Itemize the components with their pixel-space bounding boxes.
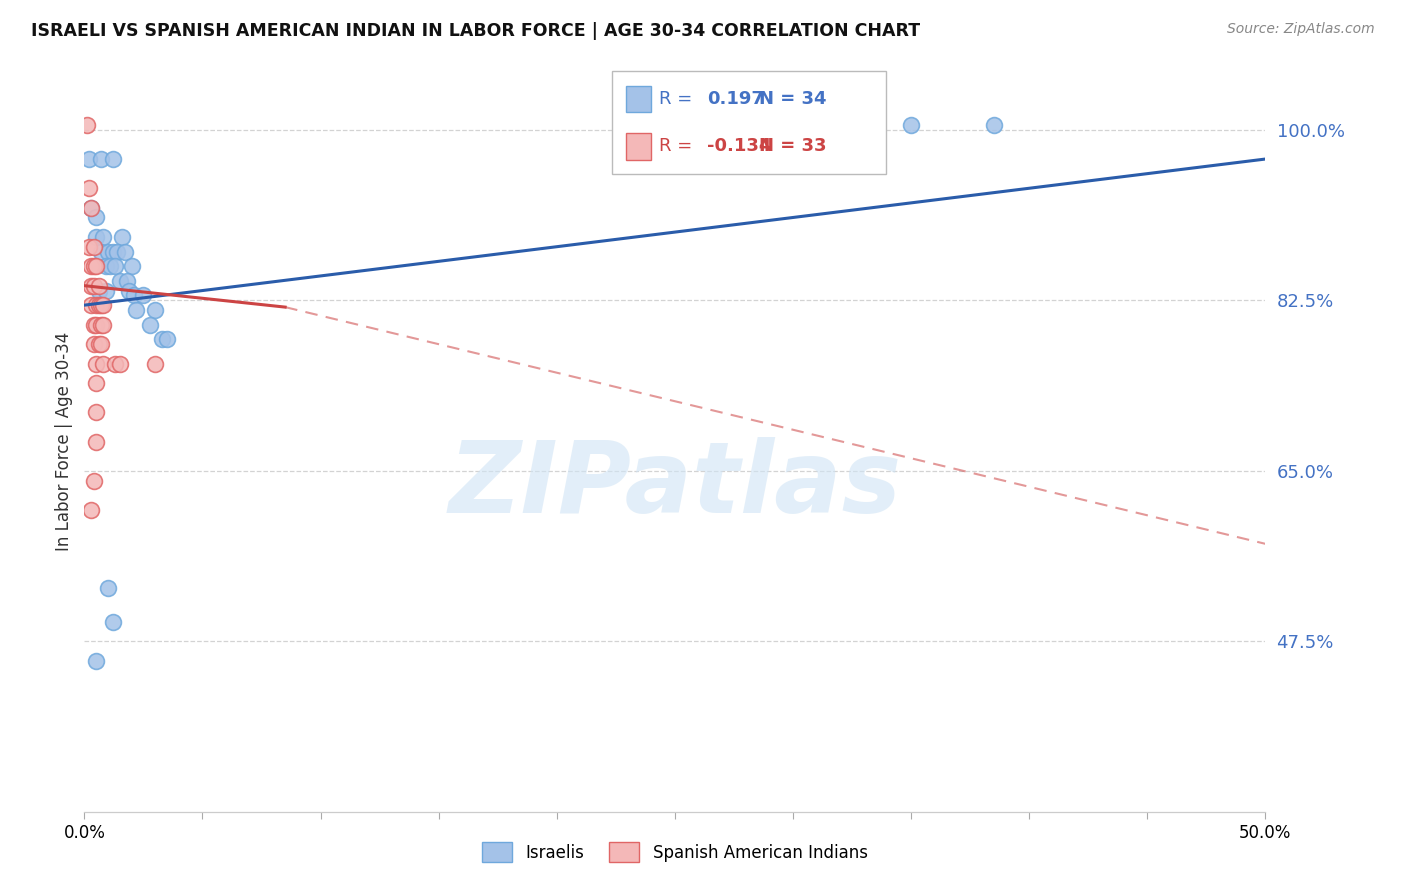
Point <box>84 230 107 244</box>
Point <box>91 357 114 371</box>
Text: ISRAELI VS SPANISH AMERICAN INDIAN IN LABOR FORCE | AGE 30-34 CORRELATION CHART: ISRAELI VS SPANISH AMERICAN INDIAN IN LA… <box>31 22 920 40</box>
Text: R =: R = <box>659 90 699 108</box>
Point <box>91 298 114 312</box>
Point <box>84 405 107 419</box>
Point <box>90 337 112 351</box>
Point <box>84 357 107 371</box>
Point <box>77 240 100 254</box>
Point <box>83 474 105 488</box>
Point <box>80 201 103 215</box>
Text: N = 34: N = 34 <box>759 90 827 108</box>
Point <box>107 244 129 259</box>
Point <box>104 357 127 371</box>
Point <box>98 259 121 273</box>
Point <box>77 181 100 195</box>
Point <box>91 318 114 332</box>
Point <box>84 298 107 312</box>
Point <box>80 201 103 215</box>
Point <box>108 357 131 371</box>
Point <box>121 259 143 273</box>
Point <box>118 284 141 298</box>
Point <box>76 118 98 132</box>
Point <box>143 303 166 318</box>
Text: R =: R = <box>659 137 699 155</box>
Point <box>83 318 105 332</box>
Point <box>87 337 110 351</box>
Point <box>80 259 103 273</box>
Point <box>94 284 117 298</box>
Point <box>90 152 112 166</box>
Point <box>97 581 120 595</box>
Point <box>101 244 124 259</box>
Point <box>77 152 100 166</box>
Text: -0.134: -0.134 <box>707 137 772 155</box>
Point <box>90 244 112 259</box>
Point <box>80 502 103 516</box>
Point <box>101 152 124 166</box>
Y-axis label: In Labor Force | Age 30-34: In Labor Force | Age 30-34 <box>55 332 73 551</box>
Point <box>90 318 112 332</box>
Point <box>83 259 105 273</box>
Text: ZIPatlas: ZIPatlas <box>449 437 901 534</box>
Point <box>84 211 107 225</box>
Point <box>80 278 103 293</box>
Point <box>156 332 179 346</box>
Point <box>132 288 155 302</box>
Point <box>84 654 107 668</box>
Point <box>900 118 922 132</box>
Point <box>84 376 107 390</box>
Point <box>83 240 105 254</box>
Point <box>91 230 114 244</box>
Point <box>83 278 105 293</box>
Point <box>90 298 112 312</box>
Point <box>114 244 136 259</box>
Point <box>111 230 134 244</box>
Point <box>87 284 110 298</box>
Point <box>143 357 166 371</box>
Point <box>139 318 162 332</box>
Point <box>983 118 1005 132</box>
Point <box>101 615 124 629</box>
Point <box>122 288 145 302</box>
Point <box>94 259 117 273</box>
Legend: Israelis, Spanish American Indians: Israelis, Spanish American Indians <box>474 834 876 870</box>
Text: Source: ZipAtlas.com: Source: ZipAtlas.com <box>1227 22 1375 37</box>
Text: 0.197: 0.197 <box>707 90 763 108</box>
Point <box>125 303 148 318</box>
Point <box>84 318 107 332</box>
Point <box>83 337 105 351</box>
Point <box>104 259 127 273</box>
Point <box>84 434 107 449</box>
Point <box>80 298 103 312</box>
Point <box>108 274 131 288</box>
Point <box>97 244 120 259</box>
Point <box>87 298 110 312</box>
Point <box>150 332 173 346</box>
Text: N = 33: N = 33 <box>759 137 827 155</box>
Point <box>84 259 107 273</box>
Point <box>87 278 110 293</box>
Point <box>115 274 138 288</box>
